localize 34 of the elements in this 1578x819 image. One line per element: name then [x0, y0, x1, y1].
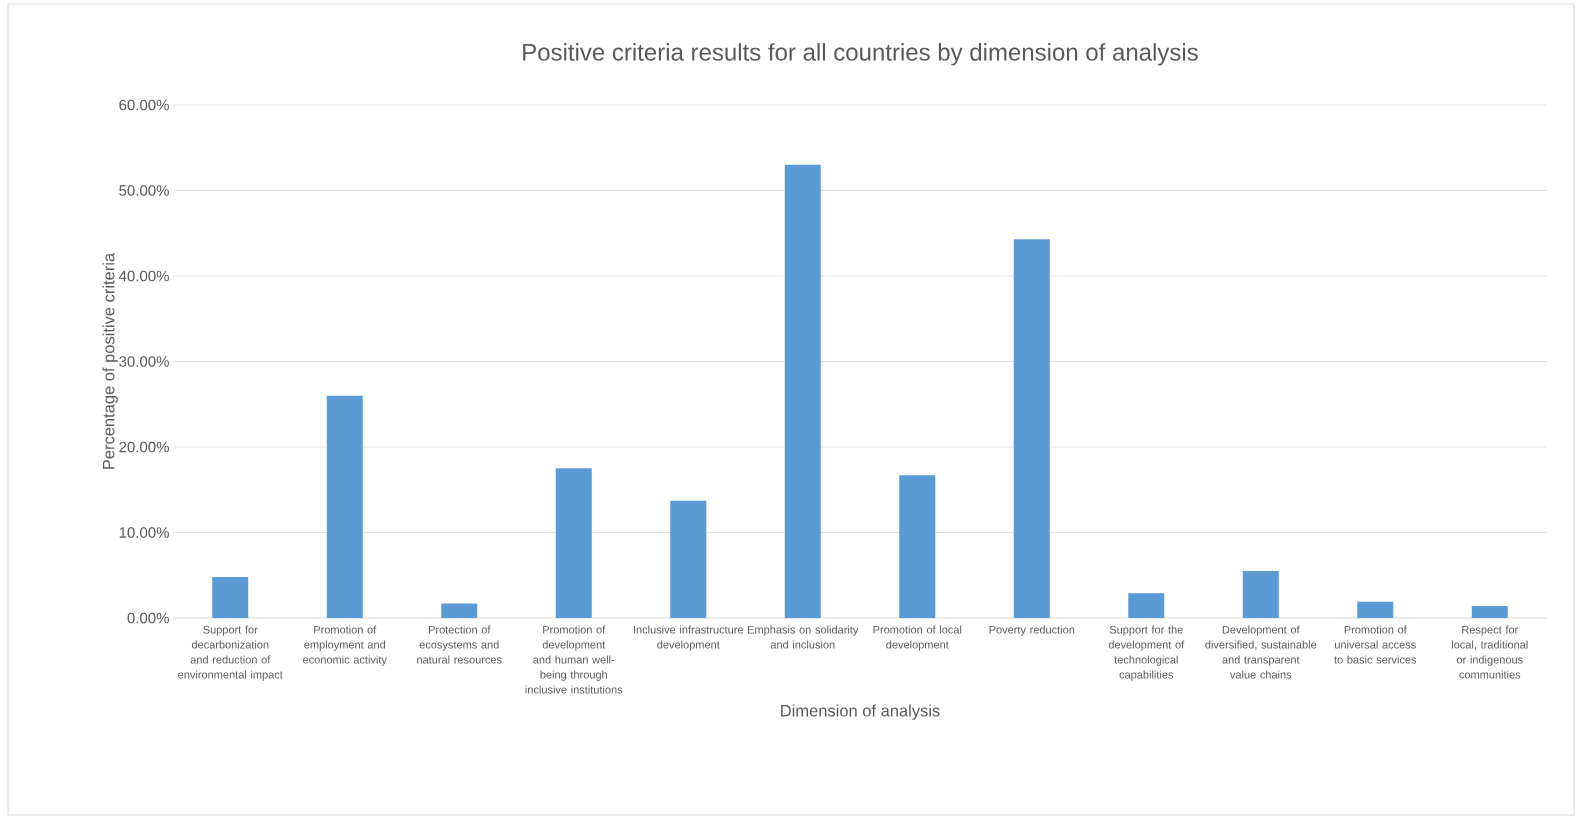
x-tick-label: Promotion of universal access to basic services [1334, 625, 1417, 664]
x-tick-label: Development of diversified, sustainable and transparent value chains [1205, 625, 1317, 679]
bar [326, 395, 363, 618]
bar [1013, 239, 1050, 618]
y-tick-label: 20.00% [119, 441, 169, 453]
x-tick-label: Promotion of employment and economic activity [303, 625, 387, 666]
x-tick-label: Respect for local, traditional or indigenous communities [1452, 625, 1528, 679]
x-tick-label: Poverty reduction [989, 625, 1075, 636]
x-tick-label: Support for decarbonization and reduction of environmental impact [178, 625, 283, 681]
bar [784, 164, 821, 618]
x-tick-label: Protection of ecosystems and natural resources [417, 625, 502, 664]
x-tick-label: Emphasis on solidarity and inclusion [748, 625, 859, 649]
bar [670, 500, 707, 618]
x-axis-title: Dimension of analysis [781, 704, 940, 720]
y-tick-label: 60.00% [119, 99, 169, 111]
x-tick-label: Promotion of development and human well-being through inclusive institutions [525, 625, 623, 694]
y-tick-label: 10.00% [119, 527, 169, 538]
x-tick-label: Inclusive infrastructure development [633, 625, 744, 651]
chart-title: Positive criteria results for all countries by dimension of analysis [523, 43, 1198, 66]
bar [555, 468, 592, 618]
y-tick-label: 30.00% [119, 356, 169, 367]
y-axis-title: Percentage of positive criteria [102, 252, 118, 469]
x-tick-label: Promotion of local development [873, 625, 962, 651]
bar [1471, 606, 1508, 618]
bar [899, 475, 936, 618]
y-tick-label: 0.00% [127, 612, 169, 624]
bar [1357, 601, 1394, 618]
bar [1242, 570, 1279, 618]
y-tick-label: 50.00% [119, 185, 169, 196]
bar [212, 576, 249, 618]
x-tick-label: Support for the development of technological capabilities [1108, 625, 1185, 681]
bar [441, 603, 478, 618]
y-tick-label: 40.00% [118, 270, 169, 282]
bar [1128, 593, 1165, 618]
